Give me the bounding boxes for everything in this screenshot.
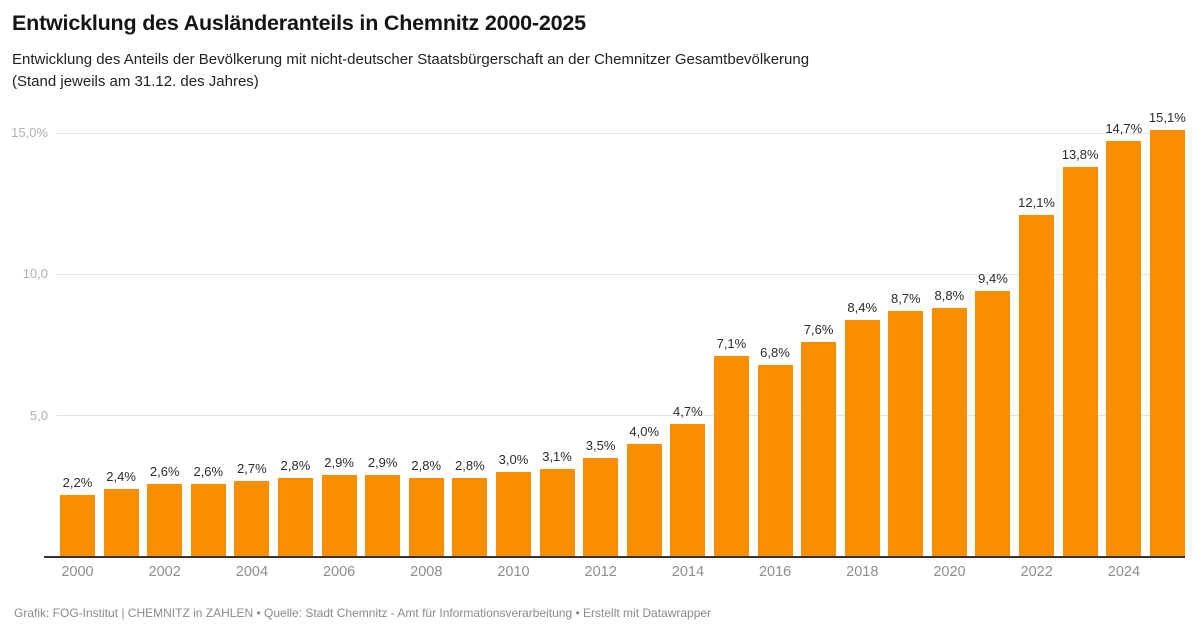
x-axis-tick-label: 2010 (497, 564, 530, 580)
chart-subtitle: Entwicklung des Anteils der Bevölkerung … (12, 51, 810, 90)
y-axis-tick-label: 15,0% (11, 125, 48, 140)
bar-value-label: 2,7% (237, 460, 267, 476)
bar (365, 475, 401, 557)
bar-value-label: 14,7% (1105, 121, 1143, 137)
bar (888, 311, 924, 557)
chart-title: Entwicklung des Ausländeranteils in Chem… (12, 11, 586, 35)
y-axis-tick-label: 5,0 (29, 407, 48, 423)
bar-value-label: 13,8% (1061, 146, 1099, 162)
x-axis-tick-label: 2014 (671, 564, 705, 580)
bar-value-label: 8,8% (934, 288, 965, 304)
x-axis-tick-label: 2012 (584, 564, 617, 580)
bar (1062, 166, 1098, 557)
y-axis-tick-label: 10,0 (22, 266, 48, 282)
bar (408, 477, 444, 557)
bar-value-label: 4,7% (672, 404, 703, 420)
bar-value-label: 6,8% (760, 344, 790, 360)
bar (975, 291, 1011, 557)
bar-value-label: 8,4% (847, 299, 878, 315)
x-axis-tick-label: 2024 (1107, 564, 1141, 580)
bar-value-label: 2,4% (106, 469, 136, 485)
bar (60, 494, 95, 557)
gridline (57, 132, 1185, 134)
x-axis-tick-label: 2004 (235, 564, 269, 580)
bars-layer: 2,2% 2,4% 2,6% 2,6% 2,7% 2,8% 2,9% 2,9% 2,8% 2,8%… (60, 110, 1186, 557)
x-axis-tick-label: 2022 (1020, 564, 1053, 580)
bar-value-label: 3,5% (585, 438, 616, 454)
bar (234, 480, 270, 557)
bar-value-label: 2,9% (367, 455, 398, 471)
bar-value-label: 2,8% (280, 457, 311, 473)
x-axis-tick-label: 2006 (322, 564, 356, 580)
bar (539, 469, 575, 557)
bar (626, 443, 662, 557)
bar (1019, 214, 1055, 557)
bar-value-label: 3,1% (542, 449, 572, 465)
bar-value-label: 3,0% (498, 452, 529, 468)
bar (190, 483, 226, 557)
bar-value-label: 12,1% (1018, 194, 1055, 210)
bar (713, 356, 749, 557)
x-axis-baseline (44, 556, 1185, 558)
bar (757, 364, 793, 557)
bar (801, 342, 837, 557)
x-axis-tick-label: 2016 (758, 564, 792, 580)
chart-footer-credits: Grafik: FOG-Institut | CHEMNITZ in ZAHLE… (14, 606, 712, 620)
bar (670, 424, 706, 557)
bar-value-label: 2,6% (149, 463, 180, 479)
bar-value-label: 2,9% (324, 455, 354, 471)
x-axis-tick-label: 2020 (933, 564, 966, 580)
bar-value-label: 15,1% (1148, 110, 1186, 126)
bar (1149, 130, 1185, 557)
x-axis-tick-label: 2008 (410, 564, 443, 580)
x-axis-tick-label: 2002 (148, 564, 181, 580)
gridline (57, 415, 1185, 417)
bar-value-label: 2,6% (193, 463, 224, 479)
bar (277, 477, 313, 557)
bar (1106, 141, 1142, 557)
bar (321, 475, 357, 557)
bar (495, 472, 531, 557)
bar-value-label: 7,1% (716, 336, 747, 352)
bar-value-label: 2,8% (455, 457, 485, 473)
bar-value-label: 4,0% (629, 423, 660, 439)
bar-value-label: 2,8% (411, 457, 442, 473)
bar (452, 477, 488, 557)
bar (583, 458, 619, 557)
gridline (57, 273, 1185, 275)
x-axis-tick-label: 2018 (846, 564, 879, 580)
bar-value-label: 9,4% (978, 271, 1008, 287)
bar (844, 319, 880, 557)
bar (103, 489, 139, 557)
bar-value-label: 7,6% (803, 322, 834, 338)
x-axis-tick-label: 2000 (61, 564, 94, 580)
bar (931, 308, 967, 557)
bar-value-label: 2,2% (62, 474, 93, 490)
bar (147, 483, 183, 557)
bar-value-label: 8,7% (890, 291, 921, 307)
